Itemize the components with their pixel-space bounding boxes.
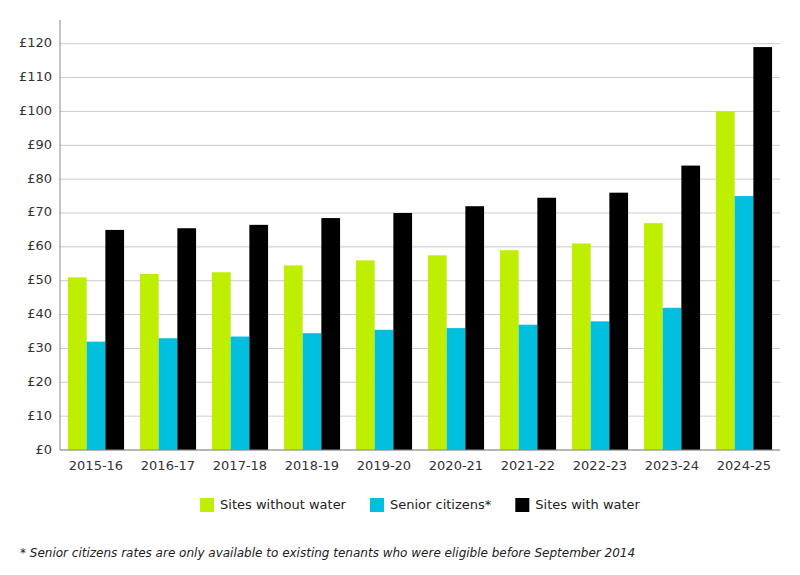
x-tick-label: 2016-17 <box>141 458 195 473</box>
bar <box>465 206 484 450</box>
y-tick-label: £120 <box>19 35 52 50</box>
bar <box>609 193 628 450</box>
bar <box>716 111 735 450</box>
x-tick-label: 2021-22 <box>501 458 555 473</box>
legend-item: Senior citizens* <box>370 497 492 513</box>
legend-label: Senior citizens* <box>390 497 492 512</box>
bar <box>356 260 375 450</box>
grid-line <box>60 450 780 451</box>
y-tick-label: £70 <box>27 204 52 219</box>
bar <box>447 328 466 450</box>
bar <box>663 308 682 450</box>
y-tick-label: £80 <box>27 171 52 186</box>
y-tick-label: £90 <box>27 137 52 152</box>
x-tick-label: 2018-19 <box>285 458 339 473</box>
y-tick-label: £50 <box>27 272 52 287</box>
y-axis-line <box>60 20 61 450</box>
chart: £0 £10 £20 £30 £40 £50 £60 £70 £80 £90 £100 £110 £12… <box>0 0 800 575</box>
bar <box>68 277 87 450</box>
grid-line <box>60 111 780 112</box>
bar <box>644 223 663 450</box>
legend-swatch <box>515 498 529 512</box>
y-tick-label: £40 <box>27 306 52 321</box>
y-tick-label: £10 <box>27 408 52 423</box>
grid-line <box>60 145 780 146</box>
y-axis: £0 £10 £20 £30 £40 £50 £60 £70 £80 £90 £100 £110 £12… <box>19 35 780 456</box>
bars <box>68 47 772 450</box>
footnote: * Senior citizens rates are only availab… <box>20 546 635 560</box>
x-tick-label: 2017-18 <box>213 458 267 473</box>
x-tick-label: 2022-23 <box>573 458 627 473</box>
y-tick-label: £20 <box>27 374 52 389</box>
bar <box>212 272 231 450</box>
bar <box>753 47 772 450</box>
bar <box>681 166 700 450</box>
x-tick-label: 2023-24 <box>645 458 699 473</box>
bar <box>177 228 196 450</box>
bar <box>591 321 610 450</box>
x-tick-label: 2024-25 <box>717 458 771 473</box>
legend: Sites without water Senior citizens* Sites… <box>200 497 641 513</box>
x-tick-label: 2020-21 <box>429 458 483 473</box>
grid-line <box>60 77 780 78</box>
y-tick-label: £60 <box>27 238 52 253</box>
bar <box>735 196 754 450</box>
background <box>0 0 800 575</box>
bar <box>231 337 250 450</box>
bar <box>159 338 178 450</box>
bar <box>428 255 447 450</box>
bar <box>519 325 538 450</box>
bar <box>140 274 159 450</box>
legend-swatch <box>370 498 384 512</box>
x-tick-label: 2015-16 <box>69 458 123 473</box>
bar <box>572 243 591 450</box>
grid-line <box>60 246 780 247</box>
legend-label: Sites without water <box>220 497 347 512</box>
x-axis-line <box>60 450 780 451</box>
bar <box>500 250 519 450</box>
legend-label: Sites with water <box>535 497 640 512</box>
legend-item: Sites without water <box>200 497 347 513</box>
y-tick-label: £110 <box>19 69 52 84</box>
bar <box>249 225 268 450</box>
legend-swatch <box>200 498 214 512</box>
grid-line <box>60 212 780 213</box>
bar <box>537 198 556 450</box>
bar <box>284 265 303 450</box>
bar <box>303 333 322 450</box>
bar <box>375 330 394 450</box>
bar <box>105 230 124 450</box>
y-tick-label: £100 <box>19 103 52 118</box>
grid-line <box>60 179 780 180</box>
y-tick-label: £30 <box>27 340 52 355</box>
grid-line <box>60 280 780 281</box>
x-tick-label: 2019-20 <box>357 458 411 473</box>
bar <box>393 213 412 450</box>
grid-line <box>60 43 780 44</box>
bar <box>321 218 340 450</box>
x-axis: 2015-16 2016-17 2017-18 2018-19 2019-20 2020-… <box>60 450 780 473</box>
y-tick-label: £0 <box>35 442 52 457</box>
legend-item: Sites with water <box>515 497 640 513</box>
bar <box>87 342 106 450</box>
